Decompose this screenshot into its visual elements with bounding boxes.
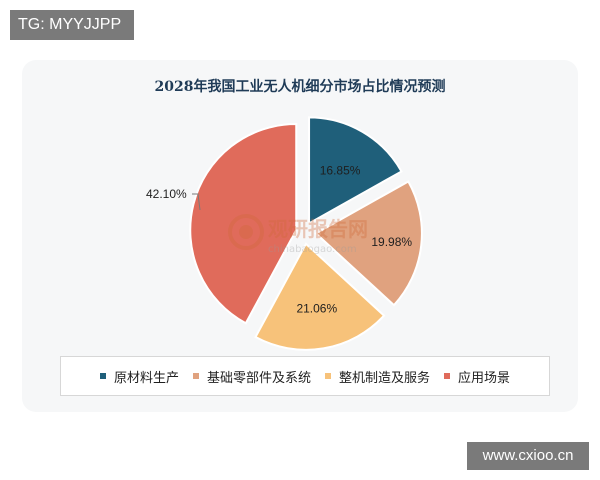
legend-item: 基础零部件及系统 [192,367,311,386]
pie-slice [254,242,386,351]
pie-slices [189,116,423,351]
watermark: 观研报告网 chinabaogao.com [228,214,368,255]
legend-swatch [192,373,199,379]
chart-card [22,60,578,412]
slice-data-label: 21.06% [296,302,337,316]
legend: 原材料生产 基础零部件及系统 整机制造及服务 应用场景 [60,356,550,396]
legend-swatch [444,373,451,379]
legend-label: 基础零部件及系统 [206,370,311,386]
header-tag: TG: MYYJJPP [10,10,134,40]
legend-item: 整机制造及服务 [325,367,430,386]
slice-data-label: 16.85% [320,163,361,177]
footer-tag: www.cxioo.cn [467,442,589,470]
legend-item: 应用场景 [444,367,510,386]
pie-slice [314,180,423,307]
leader-line [192,193,201,211]
legend-label: 原材料生产 [113,370,179,386]
slice-labels: 16.85% 19.98% 21.06% 42.10% [146,163,412,315]
slice-data-label: 19.98% [371,235,412,249]
watermark-name: 观研报告网 [268,217,368,241]
legend-swatch [325,373,331,379]
slice-data-label: 42.10% [146,187,187,201]
legend-label: 应用场景 [458,370,511,386]
pie-slice [189,123,298,325]
watermark-url: chinabaogao.com [268,244,357,255]
pie-slice [308,116,403,226]
legend-label: 整机制造及服务 [339,370,431,386]
chart-title: 2028年我国工业无人机细分市场占比情况预测 [154,79,446,95]
legend-swatch [99,373,106,379]
legend-item: 原材料生产 [99,367,179,386]
